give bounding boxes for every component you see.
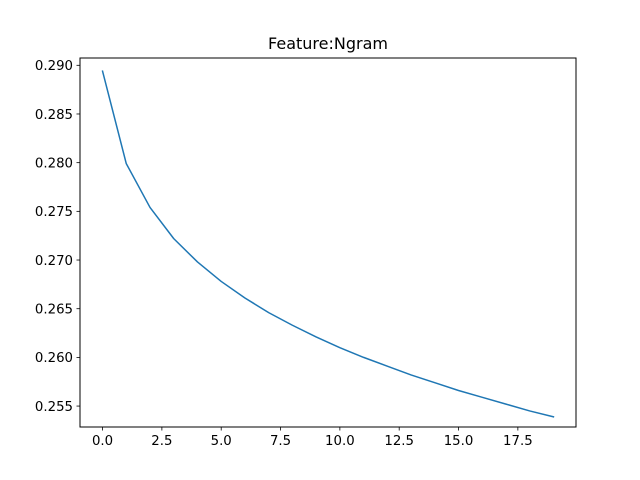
series-line: [101, 70, 555, 418]
y-tick-label: 0.280: [35, 156, 73, 171]
x-tick-label: 0.0: [92, 434, 113, 449]
y-tick-label: 0.255: [35, 400, 73, 415]
x-tick-label: 15.0: [444, 434, 474, 449]
y-tick-label: 0.265: [35, 303, 73, 318]
x-tick-label: 7.5: [270, 434, 291, 449]
axes-frame: [79, 57, 577, 428]
y-tick-label: 0.285: [35, 108, 73, 123]
x-tick-label: 17.5: [503, 434, 533, 449]
y-tick-label: 0.275: [35, 205, 73, 220]
x-tick-label: 10.0: [325, 434, 355, 449]
x-tick-label: 5.0: [211, 434, 232, 449]
plot-area: [79, 57, 577, 428]
y-tick-label: 0.270: [35, 254, 73, 269]
x-tick-label: 2.5: [151, 434, 172, 449]
series-layer: [101, 70, 555, 418]
axes-background: [80, 58, 576, 427]
chart-title: Feature:Ngram: [268, 34, 388, 53]
x-axis: 0.0 2.5 5.0 7.5 10.0 12.5 15.0 17.5: [92, 427, 533, 449]
x-tick-label: 12.5: [384, 434, 414, 449]
y-axis: 0.255 0.260 0.265 0.270 0.275 0.280 0.285 0.290: [35, 59, 80, 415]
y-tick-label: 0.290: [35, 59, 73, 74]
y-tick-label: 0.260: [35, 351, 73, 366]
